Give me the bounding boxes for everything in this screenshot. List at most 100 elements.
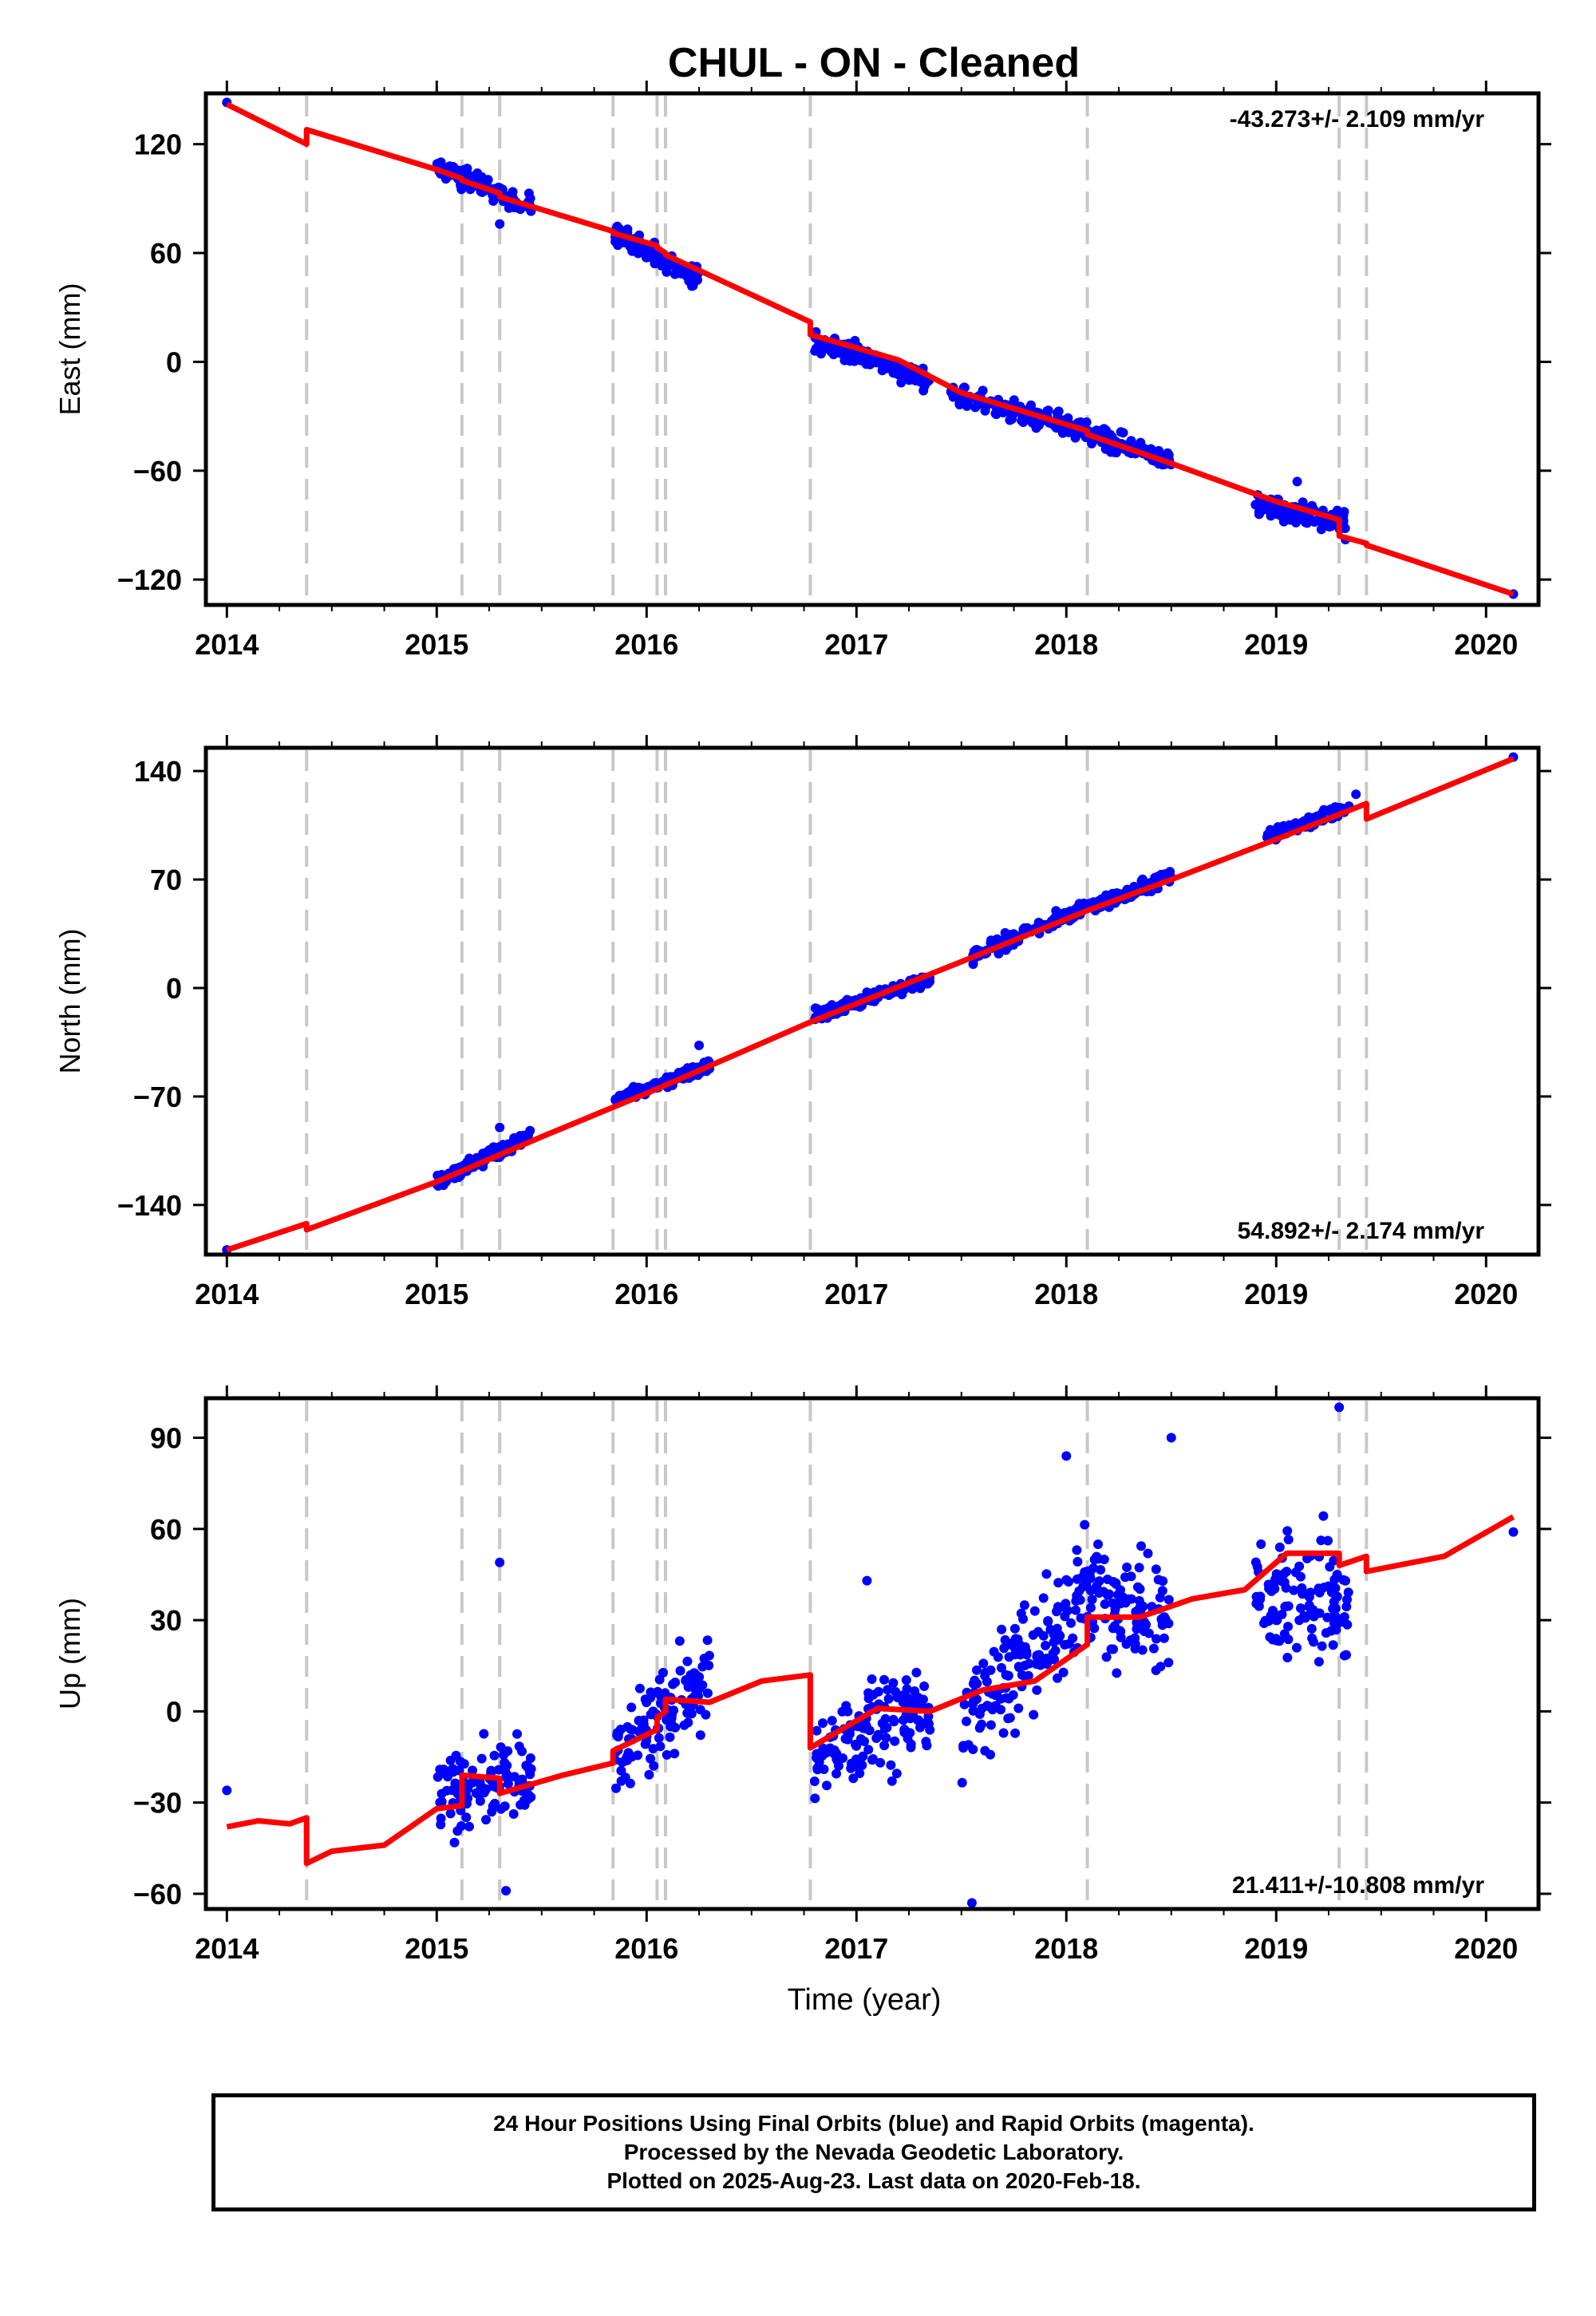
data-point bbox=[1306, 1623, 1317, 1634]
data-point bbox=[1100, 444, 1111, 454]
data-point bbox=[666, 260, 677, 271]
data-point bbox=[509, 1772, 519, 1782]
data-point bbox=[810, 346, 820, 356]
data-point bbox=[998, 1728, 1009, 1738]
data-point bbox=[918, 1694, 928, 1705]
data-point bbox=[495, 1557, 505, 1567]
data-point bbox=[1112, 1668, 1122, 1678]
data-point bbox=[461, 1812, 472, 1823]
data-point bbox=[448, 1764, 458, 1774]
x-tick-label: 2019 bbox=[1244, 1932, 1308, 1965]
data-point bbox=[1342, 1595, 1352, 1605]
y-tick-label: −120 bbox=[117, 563, 182, 596]
data-point bbox=[880, 1713, 891, 1724]
data-point bbox=[972, 1665, 982, 1675]
rate-label: 21.411+/-10.808 mm/yr bbox=[1232, 1872, 1484, 1899]
data-point bbox=[968, 1745, 978, 1754]
data-point bbox=[1270, 1575, 1280, 1584]
footer-line-1: 24 Hour Positions Using Final Orbits (bl… bbox=[493, 2111, 1254, 2136]
data-point bbox=[1099, 1555, 1109, 1564]
data-point bbox=[1126, 1571, 1136, 1582]
data-point bbox=[644, 1769, 654, 1780]
data-point bbox=[893, 370, 903, 380]
data-point bbox=[862, 987, 872, 998]
data-point bbox=[843, 1734, 853, 1745]
y-tick-label: 90 bbox=[150, 1422, 182, 1455]
data-point bbox=[222, 1785, 232, 1796]
data-point bbox=[1087, 1595, 1097, 1605]
x-tick-label: 2016 bbox=[614, 628, 678, 661]
y-tick-label: 30 bbox=[150, 1604, 182, 1637]
model-line bbox=[226, 756, 1515, 1253]
data-point bbox=[1001, 945, 1011, 955]
x-tick-label: 2020 bbox=[1454, 628, 1518, 661]
data-point bbox=[682, 1656, 693, 1666]
data-point bbox=[481, 1815, 491, 1825]
data-point bbox=[1326, 1626, 1337, 1636]
data-point bbox=[1085, 1586, 1096, 1595]
data-point bbox=[702, 1635, 713, 1646]
data-point bbox=[1066, 1618, 1076, 1628]
data-point bbox=[479, 1788, 489, 1798]
data-point bbox=[888, 1678, 899, 1688]
data-point bbox=[919, 381, 930, 391]
data-points bbox=[222, 97, 1519, 599]
data-point bbox=[1151, 1564, 1161, 1575]
data-point bbox=[1166, 1433, 1176, 1443]
data-point bbox=[1259, 1618, 1269, 1628]
data-point bbox=[634, 1715, 644, 1725]
data-point bbox=[1302, 1553, 1312, 1563]
data-point bbox=[1130, 1643, 1140, 1654]
data-point bbox=[1131, 1607, 1141, 1617]
data-point bbox=[827, 1716, 837, 1725]
data-point bbox=[1329, 1555, 1339, 1566]
data-point bbox=[875, 1757, 886, 1768]
data-point bbox=[837, 1706, 847, 1717]
y-tick-label: 70 bbox=[150, 864, 182, 896]
data-point bbox=[1001, 1670, 1011, 1680]
data-point bbox=[1294, 1561, 1305, 1571]
data-point bbox=[1323, 1535, 1333, 1546]
data-point bbox=[1318, 1511, 1329, 1521]
data-point bbox=[442, 1770, 452, 1780]
data-point bbox=[500, 1757, 510, 1768]
data-point bbox=[702, 1688, 713, 1698]
data-point bbox=[626, 1702, 637, 1713]
x-tick-label: 2015 bbox=[405, 1278, 468, 1310]
data-point bbox=[1100, 1599, 1110, 1609]
data-point bbox=[921, 1737, 931, 1747]
data-point bbox=[1163, 1658, 1174, 1668]
data-point bbox=[1101, 1652, 1112, 1662]
data-point bbox=[1072, 1545, 1082, 1555]
data-point bbox=[1053, 1673, 1062, 1683]
data-point bbox=[655, 1741, 666, 1752]
data-point bbox=[980, 1670, 990, 1681]
x-tick-label: 2014 bbox=[195, 1932, 259, 1965]
data-point bbox=[1314, 1583, 1324, 1594]
data-point bbox=[925, 1725, 935, 1735]
data-point bbox=[667, 1710, 677, 1720]
data-point bbox=[629, 1081, 638, 1092]
data-point bbox=[846, 1763, 856, 1773]
data-point bbox=[1256, 1539, 1266, 1549]
data-point bbox=[855, 1769, 865, 1778]
data-point bbox=[968, 1705, 978, 1716]
data-point bbox=[881, 1733, 891, 1743]
data-point bbox=[910, 1686, 920, 1696]
data-point bbox=[1343, 1587, 1353, 1598]
data-point bbox=[851, 1754, 861, 1765]
data-point bbox=[493, 1765, 504, 1775]
data-point bbox=[694, 1040, 705, 1050]
data-point bbox=[1334, 1618, 1345, 1627]
data-point bbox=[1130, 1633, 1140, 1643]
x-tick-label: 2017 bbox=[824, 1932, 888, 1965]
data-point bbox=[1137, 1602, 1148, 1612]
data-point bbox=[681, 1675, 691, 1686]
data-point bbox=[959, 1699, 970, 1709]
x-tick-label: 2020 bbox=[1454, 1932, 1518, 1965]
data-point bbox=[1048, 1648, 1058, 1658]
data-point bbox=[488, 196, 499, 206]
data-point bbox=[829, 1745, 839, 1756]
data-point bbox=[1058, 1667, 1069, 1678]
footer-box: 24 Hour Positions Using Final Orbits (bl… bbox=[211, 2093, 1536, 2211]
